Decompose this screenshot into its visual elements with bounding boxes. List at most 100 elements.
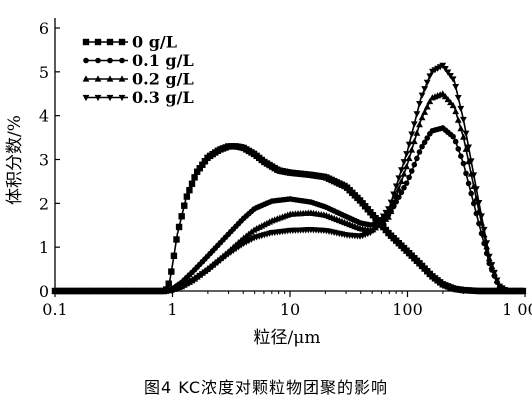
data-point: [390, 191, 398, 198]
data-point: [387, 199, 395, 206]
data-point: [480, 226, 488, 234]
data-point: [418, 92, 426, 99]
data-point: [413, 111, 421, 118]
data-point: [455, 146, 462, 152]
data-point: [82, 38, 90, 46]
data-point: [454, 94, 462, 102]
data-point: [441, 65, 449, 73]
data-point: [460, 160, 467, 167]
data-point: [392, 192, 400, 200]
y-tick-label: 2: [39, 194, 49, 213]
series-line: [55, 127, 525, 292]
data-point: [107, 57, 113, 64]
data-point: [449, 101, 457, 109]
data-point: [82, 75, 90, 82]
data-point: [465, 144, 472, 151]
data-point: [488, 262, 496, 269]
data-point: [408, 146, 416, 153]
chart-axes: 0 1 2 3 4 5 6 0.1 1 10 100 1 000: [39, 18, 532, 319]
data-point: [94, 38, 102, 46]
legend-label: 0.2 g/L: [132, 70, 194, 89]
data-point: [82, 94, 90, 102]
series-0: [51, 143, 527, 295]
x-tick-label: 100: [392, 300, 423, 319]
data-point: [475, 199, 483, 207]
data-point: [460, 116, 467, 124]
data-point: [416, 101, 423, 108]
data-point: [94, 94, 102, 102]
data-point: [414, 155, 420, 162]
data-point: [395, 175, 403, 182]
data-point: [426, 73, 434, 80]
data-point: [423, 103, 431, 110]
data-point: [106, 38, 114, 46]
data-point: [408, 168, 415, 174]
x-tick-label: 10: [280, 300, 300, 319]
data-point: [387, 207, 395, 215]
data-point: [118, 94, 126, 102]
data-point: [183, 193, 191, 200]
data-point: [165, 280, 172, 287]
x-tick-label: 1 000: [502, 300, 532, 319]
data-point: [416, 121, 423, 128]
data-point: [457, 105, 465, 113]
data-point: [374, 220, 382, 228]
data-point: [447, 72, 454, 80]
data-point: [118, 75, 126, 82]
x-axis-label: 粒径/μm: [254, 328, 321, 348]
data-point: [478, 213, 485, 220]
data-point: [390, 200, 398, 207]
data-point: [483, 240, 491, 247]
data-point: [168, 268, 175, 275]
data-point: [369, 228, 377, 235]
data-point: [439, 62, 447, 69]
legend-label: 0.3 g/L: [132, 88, 194, 107]
data-point: [421, 108, 429, 115]
data-point: [491, 269, 498, 277]
data-point: [186, 186, 193, 194]
data-point: [173, 236, 180, 243]
data-point: [462, 130, 470, 137]
data-point: [452, 138, 459, 145]
data-point: [416, 149, 423, 155]
data-point: [403, 151, 410, 158]
data-point: [188, 180, 196, 187]
data-point: [395, 185, 403, 192]
data-point: [118, 38, 126, 46]
data-point: [392, 183, 400, 190]
data-point: [400, 170, 408, 177]
data-point: [178, 213, 185, 220]
data-point: [199, 161, 206, 168]
y-axis-label: 体积分数/%: [5, 115, 25, 205]
data-point: [408, 131, 416, 138]
legend-label: 0 g/L: [132, 33, 177, 52]
data-point: [95, 57, 101, 64]
chart-legend: 0 g/L0.1 g/L0.2 g/L0.3 g/L: [82, 33, 194, 107]
x-tick-label: 0.1: [42, 300, 67, 319]
data-point: [519, 288, 527, 295]
y-tick-label: 5: [39, 63, 49, 82]
data-point: [413, 129, 421, 136]
data-point: [421, 139, 428, 146]
data-point: [181, 202, 188, 209]
y-tick-label: 4: [39, 107, 49, 126]
legend-label: 0.1 g/L: [132, 51, 194, 70]
data-point: [458, 153, 464, 160]
data-point: [379, 213, 387, 220]
data-point: [191, 174, 198, 181]
data-point: [449, 76, 457, 83]
data-point: [418, 114, 426, 121]
data-point: [405, 154, 413, 162]
data-point: [385, 213, 392, 220]
data-point: [463, 170, 469, 177]
data-point: [421, 86, 429, 93]
y-tick-label: 3: [39, 151, 49, 170]
x-tick-label: 1: [167, 300, 177, 319]
data-point: [452, 84, 460, 91]
data-point: [423, 79, 431, 86]
data-point: [377, 217, 385, 224]
data-point: [405, 141, 413, 148]
series-2: [51, 90, 527, 294]
data-point: [457, 125, 465, 132]
